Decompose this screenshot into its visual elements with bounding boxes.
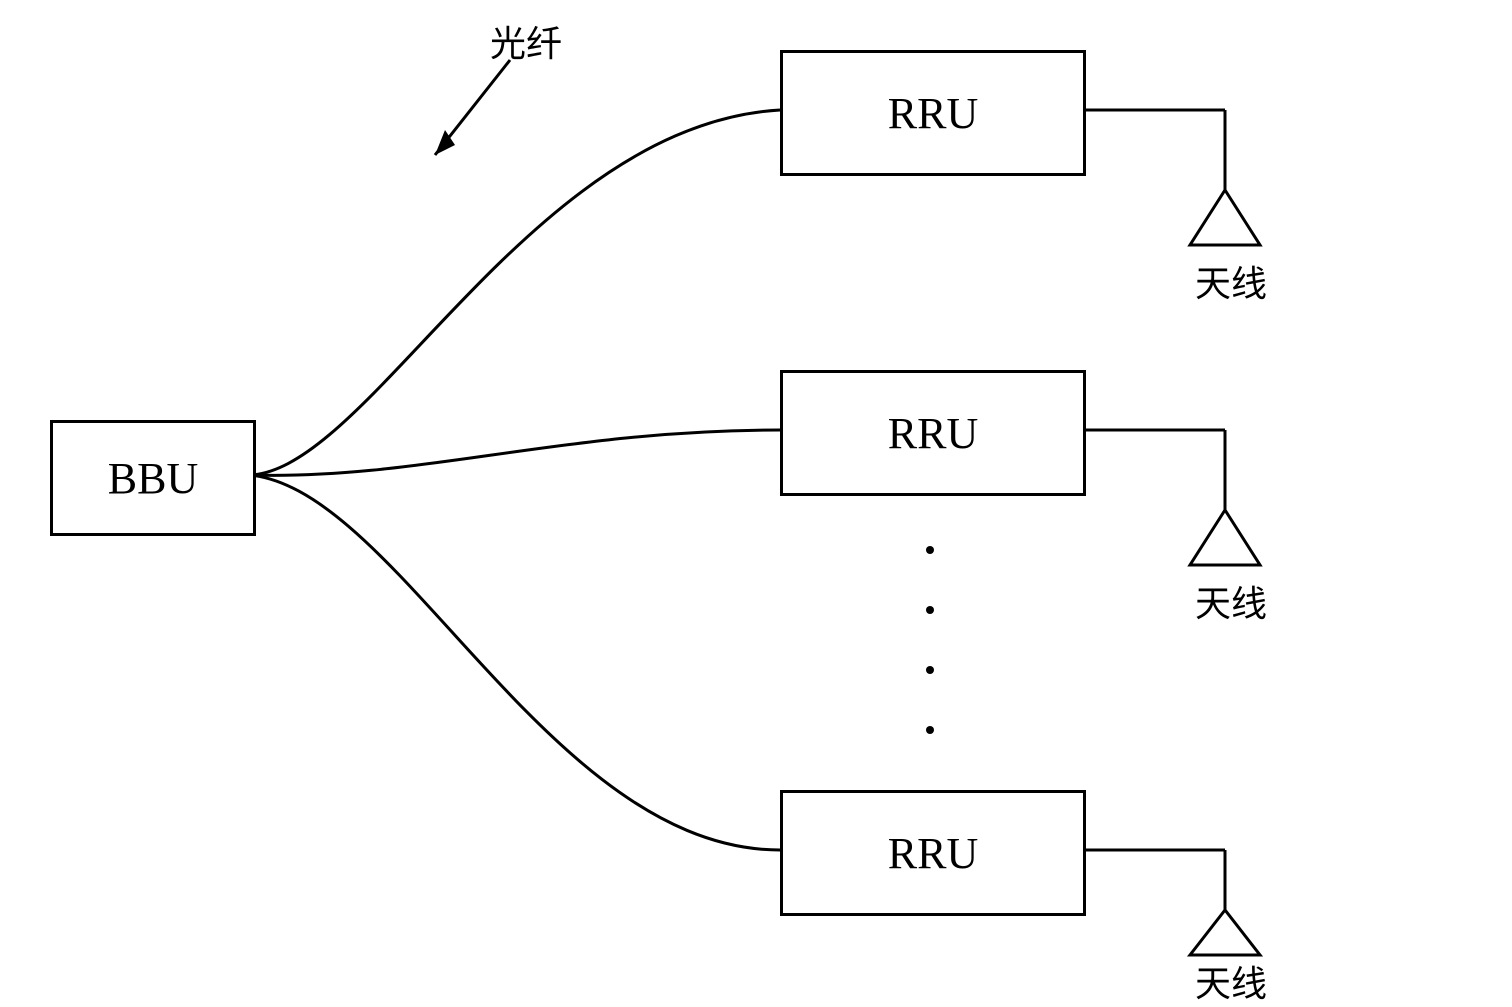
fiber-label: 光纤 <box>490 15 562 67</box>
fiber-arrow-head <box>435 130 455 155</box>
rru-label-2: RRU <box>888 408 978 459</box>
dot-3 <box>926 666 934 674</box>
ant2-triangle <box>1190 510 1260 565</box>
rru-label-1: RRU <box>888 88 978 139</box>
fiber-1 <box>250 110 780 475</box>
fiber-3 <box>250 475 780 850</box>
rru-box-1: RRU <box>780 50 1086 176</box>
fiber-arrow-line <box>435 60 510 155</box>
antenna-label-3: 天线 <box>1195 955 1267 1007</box>
rru-box-3: RRU <box>780 790 1086 916</box>
dot-1 <box>926 546 934 554</box>
ant1-triangle <box>1190 190 1260 245</box>
rru-box-2: RRU <box>780 370 1086 496</box>
dot-2 <box>926 606 934 614</box>
dot-4 <box>926 726 934 734</box>
bbu-box: BBU <box>50 420 256 536</box>
diagram-container: BBU RRU RRU RRU 光纤 天线 天线 天线 <box>0 0 1512 979</box>
bbu-label: BBU <box>108 453 198 504</box>
ant3-triangle <box>1190 910 1260 955</box>
fiber-2 <box>250 430 780 475</box>
rru-label-3: RRU <box>888 828 978 879</box>
antenna-label-1: 天线 <box>1195 255 1267 307</box>
antenna-label-2: 天线 <box>1195 575 1267 627</box>
